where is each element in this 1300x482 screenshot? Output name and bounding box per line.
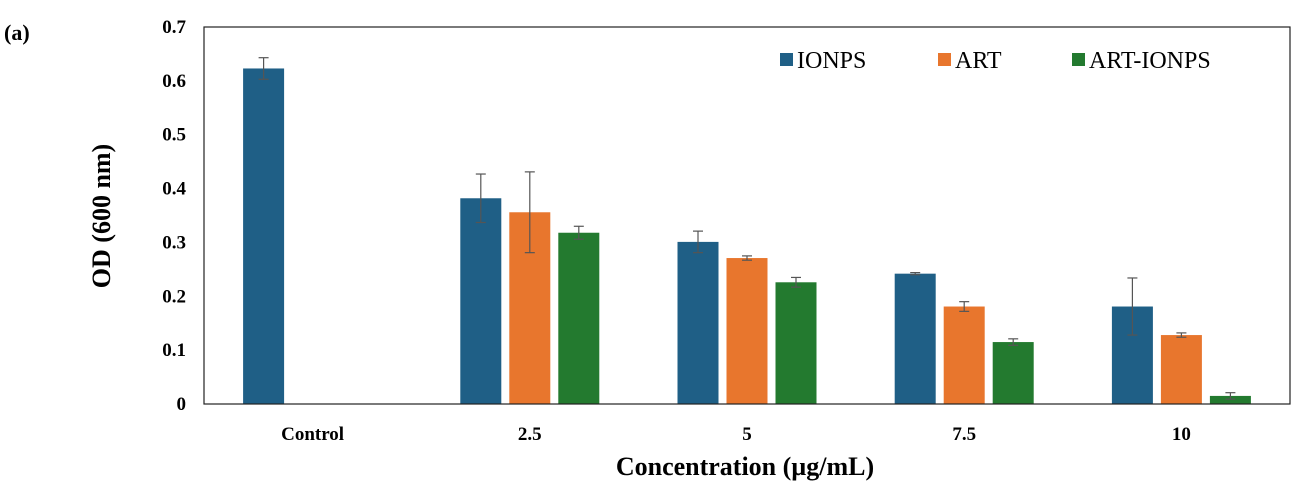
plot-frame	[203, 26, 1291, 405]
legend-swatch	[780, 53, 793, 66]
bar	[726, 258, 768, 404]
legend-label: ART	[955, 48, 1002, 74]
legend-swatch	[938, 53, 951, 66]
legend-label: ART-IONPS	[1089, 48, 1211, 74]
y-axis-title: OD (600 nm)	[87, 144, 116, 288]
bars-layer	[243, 68, 1251, 404]
y-tick-label: 0.3	[162, 232, 186, 253]
bar	[1209, 395, 1251, 404]
y-tick-label: 0.4	[162, 179, 186, 200]
legend-label: IONPS	[797, 48, 866, 74]
y-tick-label: 0	[177, 394, 187, 415]
bar	[1160, 335, 1202, 404]
bar	[775, 282, 817, 404]
y-tick-label: 0.6	[162, 71, 186, 92]
x-tick-label: Control	[281, 424, 344, 445]
x-axis-categories: Control 2.5 5 7.5 10	[281, 424, 1191, 445]
y-tick-label: 0.7	[162, 17, 186, 38]
bar	[243, 68, 285, 404]
panel-label: (a)	[4, 20, 30, 45]
bar	[992, 342, 1034, 404]
legend-swatch	[1072, 53, 1085, 66]
y-tick-label: 0.5	[162, 125, 186, 146]
x-tick-label: 2.5	[518, 424, 542, 445]
x-tick-label: 5	[742, 424, 752, 445]
bar	[677, 241, 719, 404]
bar	[558, 232, 600, 404]
bar	[894, 273, 936, 404]
y-tick-label: 0.1	[162, 340, 186, 361]
x-axis-title: Concentration (µg/mL)	[616, 452, 874, 481]
legend: IONPS ART ART-IONPS	[780, 48, 1211, 74]
x-tick-label: 7.5	[952, 424, 976, 445]
bar	[460, 198, 502, 404]
y-axis-ticks: 0 0.1 0.2 0.3 0.4 0.5 0.6 0.7	[162, 17, 186, 415]
bar	[943, 306, 985, 404]
y-tick-label: 0.2	[162, 286, 186, 307]
error-bars-layer	[258, 57, 1236, 400]
x-tick-label: 10	[1172, 424, 1191, 445]
